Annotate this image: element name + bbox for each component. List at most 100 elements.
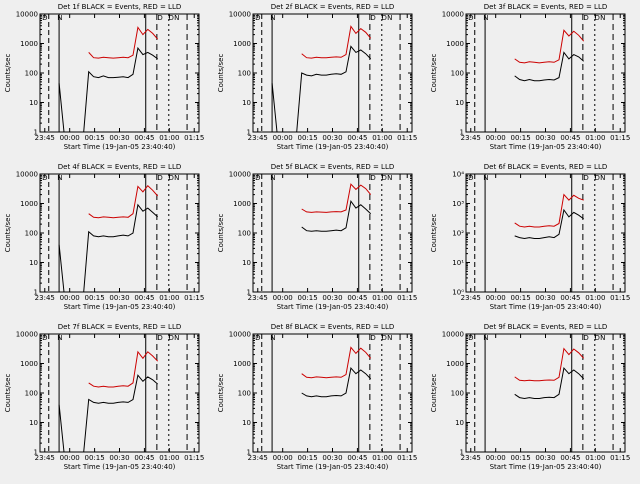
x-axis-label: Start Time (19-Jan-05 23:40:40) <box>277 303 389 311</box>
y-tick-label: 10 <box>242 419 251 427</box>
marker-label: N <box>270 174 275 182</box>
x-tick-label: 23:45 <box>248 454 268 462</box>
x-tick-label: 00:00 <box>486 294 506 302</box>
x-tick-label: 01:15 <box>610 294 630 302</box>
series-lld-line <box>88 184 159 219</box>
x-tick-label: 00:45 <box>134 294 154 302</box>
y-tick-label: 1000 <box>446 40 464 48</box>
marker-label: D <box>583 14 588 22</box>
y-tick-label: 10¹ <box>452 259 464 267</box>
y-tick-label: 1 <box>247 129 251 137</box>
x-tick-label: 00:15 <box>84 294 104 302</box>
marker-label: D <box>157 174 162 182</box>
x-tick-label: 00:30 <box>322 454 342 462</box>
y-tick-label: 100 <box>238 70 251 78</box>
series-lld-line <box>301 183 372 213</box>
series-events-line <box>301 199 372 232</box>
y-tick-label: 10 <box>29 419 38 427</box>
y-tick-label: 1000 <box>20 360 38 368</box>
series-events-line <box>58 46 158 133</box>
chart-title: Det 7f BLACK = Events, RED = LLD <box>58 323 181 331</box>
x-tick-label: 00:45 <box>134 454 154 462</box>
series-events-line <box>514 367 585 400</box>
y-tick-label: 1000 <box>446 360 464 368</box>
x-axis-label: Start Time (19-Jan-05 23:40:40) <box>490 303 602 311</box>
marker-label: D <box>42 334 47 342</box>
x-tick-label: 00:30 <box>535 454 555 462</box>
marker-label: D <box>255 14 260 22</box>
y-tick-label: 10000 <box>442 11 464 19</box>
x-tick-label: 00:00 <box>486 134 506 142</box>
chart-panel-3: Det 3f BLACK = Events, RED = LLD 1 10 100 10… <box>430 3 630 151</box>
x-tick-label: 00:00 <box>60 134 80 142</box>
plot-frame <box>39 13 200 133</box>
chart-panel-1: Det 1f BLACK = Events, RED = LLD 1 10 100 10… <box>4 3 204 151</box>
chart-panel-8: Det 8f BLACK = Events, RED = LLD 1 10 100 10… <box>217 323 417 471</box>
plot-frame <box>39 173 200 293</box>
marker-label: N <box>57 334 62 342</box>
marker-label: D <box>370 334 375 342</box>
y-tick-label: 1 <box>34 449 38 457</box>
x-axis-label: Start Time (19-Jan-05 23:40:40) <box>277 463 389 471</box>
y-tick-label: 10000 <box>16 171 38 179</box>
chart-title: Det 8f BLACK = Events, RED = LLD <box>271 323 394 331</box>
y-tick-label: 10 <box>242 259 251 267</box>
marker-label: N <box>387 174 392 182</box>
marker-label: N <box>57 14 62 22</box>
marker-label: D <box>583 334 588 342</box>
x-tick-label: 00:15 <box>297 134 317 142</box>
chart-title: Det 6f BLACK = Events, RED = LLD <box>484 163 607 171</box>
marker-label: N <box>57 174 62 182</box>
marker-label: D <box>381 174 386 182</box>
chart-panel-5: Det 5f BLACK = Events, RED = LLD 1 10 100 10… <box>217 163 417 311</box>
y-tick-label: 1000 <box>233 360 251 368</box>
chart-title: Det 4f BLACK = Events, RED = LLD <box>58 163 181 171</box>
plot-frame <box>39 333 200 453</box>
series-lld-line <box>514 193 584 228</box>
marker-label: N <box>387 334 392 342</box>
series-lld-line <box>301 25 372 59</box>
x-tick-label: 00:45 <box>560 294 580 302</box>
x-tick-label: 01:15 <box>610 454 630 462</box>
x-tick-label: 00:45 <box>560 454 580 462</box>
y-tick-label: 1 <box>460 449 464 457</box>
x-tick-label: 01:15 <box>397 294 417 302</box>
marker-label: N <box>174 14 179 22</box>
x-tick-label: 00:45 <box>347 454 367 462</box>
x-tick-label: 01:00 <box>372 454 392 462</box>
y-tick-label: 10000 <box>229 331 251 339</box>
marker-label: N <box>174 334 179 342</box>
marker-label: D <box>381 334 386 342</box>
x-tick-label: 00:45 <box>134 134 154 142</box>
y-axis-label: Counts/sec <box>217 214 225 253</box>
x-axis-label: Start Time (19-Jan-05 23:40:40) <box>277 143 389 151</box>
chart-panel-2: Det 2f BLACK = Events, RED = LLD 1 10 100 10… <box>217 3 417 151</box>
x-axis-label: Start Time (19-Jan-05 23:40:40) <box>64 143 176 151</box>
y-tick-label: 10000 <box>229 11 251 19</box>
x-tick-label: 01:00 <box>585 134 605 142</box>
x-tick-label: 01:15 <box>397 454 417 462</box>
marker-label: N <box>270 334 275 342</box>
x-tick-label: 00:15 <box>510 454 530 462</box>
y-tick-label: 10³ <box>452 200 464 208</box>
x-tick-label: 00:00 <box>273 134 293 142</box>
plot-frame <box>465 173 626 293</box>
y-tick-label: 10000 <box>16 11 38 19</box>
series-events-line <box>514 208 584 240</box>
series-lld-line <box>88 26 159 59</box>
x-tick-label: 01:00 <box>372 294 392 302</box>
y-axis-label: Counts/sec <box>430 374 438 413</box>
marker-label: D <box>168 14 173 22</box>
y-tick-label: 10 <box>242 99 251 107</box>
series-events-line <box>58 374 159 453</box>
marker-label: N <box>483 14 488 22</box>
x-tick-label: 00:30 <box>109 134 129 142</box>
x-tick-label: 23:45 <box>461 454 481 462</box>
x-tick-label: 00:00 <box>273 454 293 462</box>
series-events-line <box>301 367 372 398</box>
x-tick-label: 23:45 <box>35 294 55 302</box>
marker-label: N <box>600 334 605 342</box>
y-tick-label: 100 <box>238 230 251 238</box>
x-tick-label: 01:15 <box>397 134 417 142</box>
x-tick-label: 01:00 <box>585 294 605 302</box>
